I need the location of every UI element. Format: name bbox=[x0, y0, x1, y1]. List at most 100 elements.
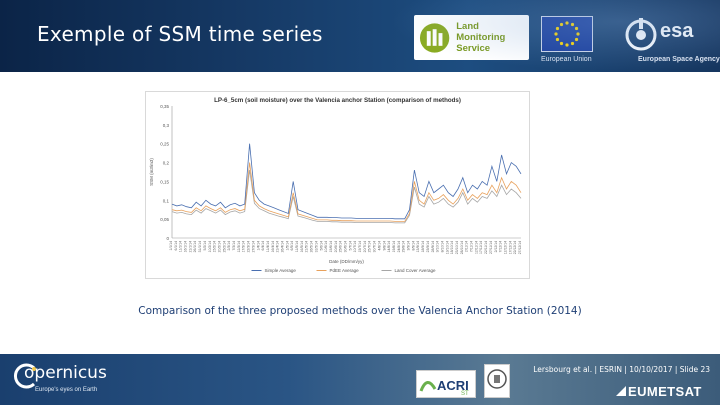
x-tick-label: 20/2/14 bbox=[217, 241, 221, 252]
x-tick-label: 2/12/14 bbox=[494, 241, 498, 252]
chart-title: LP-6_5cm (soil moisture) over the Valenc… bbox=[214, 97, 461, 104]
eu-star bbox=[576, 32, 580, 36]
eu-star bbox=[570, 41, 575, 46]
eu-star bbox=[565, 43, 569, 47]
x-tick-label: 21/5/14 bbox=[305, 241, 309, 252]
x-tick-label: 14/8/14 bbox=[387, 241, 391, 252]
y-tick-label: 0,35 bbox=[160, 104, 169, 109]
legend-entry: Land Cover Average bbox=[395, 268, 436, 273]
university-seal-icon bbox=[487, 369, 507, 389]
copernicus-c-icon bbox=[14, 363, 36, 389]
y-tick-label: 0 bbox=[166, 236, 169, 241]
x-tick-label: 16/1/14 bbox=[184, 241, 188, 252]
y-tick-label: 0,2 bbox=[163, 161, 170, 166]
x-tick-label: 1/5/14 bbox=[285, 241, 289, 251]
eu-star bbox=[574, 26, 579, 31]
x-tick-label: 22/11/14 bbox=[484, 241, 488, 254]
esa-logo-text: esa bbox=[660, 20, 694, 42]
x-tick-label: 2/3/14 bbox=[227, 241, 231, 251]
copernicus-logo-text: opernicus bbox=[24, 363, 107, 383]
x-tick-label: 5/2/14 bbox=[203, 241, 207, 251]
x-tick-label: 15/7/14 bbox=[358, 241, 362, 252]
eu-star bbox=[565, 21, 569, 25]
x-tick-label: 12/11/14 bbox=[474, 241, 478, 254]
x-tick-label: 10/7/14 bbox=[353, 241, 357, 252]
y-tick-label: 0,15 bbox=[160, 179, 169, 184]
eu-caption: European Union bbox=[541, 56, 592, 63]
eu-star bbox=[555, 37, 560, 42]
x-tick-label: 27/3/14 bbox=[251, 241, 255, 252]
y-tick-label: 0,25 bbox=[160, 142, 169, 147]
x-tick-label: 17/12/14 bbox=[508, 241, 512, 254]
x-tick-label: 6/1/14 bbox=[174, 241, 178, 251]
x-tick-label: 11/4/14 bbox=[266, 241, 270, 252]
x-tick-label: 21/1/14 bbox=[188, 241, 192, 252]
x-tick-label: 13/10/14 bbox=[445, 241, 449, 254]
x-tick-label: 16/5/14 bbox=[300, 241, 304, 252]
x-tick-label: 18/9/14 bbox=[421, 241, 425, 252]
eu-star bbox=[570, 22, 575, 27]
x-tick-label: 3/10/14 bbox=[436, 241, 440, 252]
x-tick-label: 19/8/14 bbox=[392, 241, 396, 252]
x-tick-label: 11/5/14 bbox=[295, 241, 299, 252]
x-tick-label: 16/4/14 bbox=[271, 241, 275, 252]
x-tick-label: 22/12/14 bbox=[513, 241, 517, 254]
svg-text:ACRI: ACRI bbox=[437, 378, 469, 393]
x-tick-label: 7/3/14 bbox=[232, 241, 236, 251]
x-tick-label: 7/11/14 bbox=[470, 241, 474, 252]
x-tick-label: 28/10/14 bbox=[460, 241, 464, 254]
eu-star bbox=[559, 22, 564, 27]
x-tick-label: 2/11/14 bbox=[465, 241, 469, 252]
x-tick-label: 5/6/14 bbox=[319, 241, 323, 251]
acri-st-logo: ACRI ST bbox=[416, 370, 476, 398]
x-tick-label: 13/9/14 bbox=[416, 241, 420, 252]
x-tick-label: 25/7/14 bbox=[368, 241, 372, 252]
x-tick-label: 29/8/14 bbox=[402, 241, 406, 252]
x-tick-label: 8/10/14 bbox=[440, 241, 444, 252]
x-tick-label: 27/11/14 bbox=[489, 241, 493, 254]
eu-star bbox=[554, 32, 558, 36]
svg-text:ST: ST bbox=[461, 391, 469, 397]
x-tick-label: 20/7/14 bbox=[363, 241, 367, 252]
x-axis-label: Date (DD/mm/yy) bbox=[329, 259, 364, 264]
copernicus-tagline: Europe's eyes on Earth bbox=[35, 387, 98, 393]
x-tick-label: 1/1/14 bbox=[169, 241, 173, 251]
slide-footer: opernicus Europe's eyes on Earth ACRI ST… bbox=[0, 354, 720, 405]
eu-star bbox=[555, 26, 560, 31]
y-axis-label: SSM (m3/m3) bbox=[149, 158, 154, 186]
x-tick-label: 25/6/14 bbox=[339, 241, 343, 252]
eu-star bbox=[559, 41, 564, 46]
y-tick-label: 0,1 bbox=[163, 198, 170, 203]
ssm-chart: LP-6_5cm (soil moisture) over the Valenc… bbox=[145, 91, 530, 279]
x-tick-label: 10/6/14 bbox=[324, 241, 328, 252]
x-tick-label: 12/3/14 bbox=[237, 241, 241, 252]
x-tick-label: 10/2/14 bbox=[208, 241, 212, 252]
slide-title: Exemple of SSM time series bbox=[37, 22, 323, 46]
slide-reference: Lersbourg et al. | ESRIN | 10/10/2017 | … bbox=[533, 365, 710, 374]
x-tick-label: 26/5/14 bbox=[310, 241, 314, 252]
x-tick-label: 6/4/14 bbox=[261, 241, 265, 251]
land-monitoring-service-logo: Land Monitoring Service bbox=[414, 15, 529, 60]
university-seal-logo bbox=[484, 364, 510, 398]
x-tick-label: 5/7/14 bbox=[348, 241, 352, 251]
acri-st-icon: ACRI ST bbox=[419, 378, 469, 397]
x-tick-label: 31/1/14 bbox=[198, 241, 202, 252]
x-tick-label: 30/7/14 bbox=[373, 241, 377, 252]
x-tick-label: 4/8/14 bbox=[377, 241, 381, 251]
legend-entry: Simple Average bbox=[265, 268, 297, 273]
eu-stars-icon bbox=[554, 21, 580, 47]
x-tick-label: 21/4/14 bbox=[276, 241, 280, 252]
x-tick-label: 23/10/14 bbox=[455, 241, 459, 254]
x-tick-label: 28/9/14 bbox=[431, 241, 435, 252]
x-tick-label: 24/8/14 bbox=[397, 241, 401, 252]
x-tick-label: 26/1/14 bbox=[193, 241, 197, 252]
x-tick-label: 6/5/14 bbox=[290, 241, 294, 251]
x-tick-label: 9/8/14 bbox=[382, 241, 386, 251]
land-monitoring-label: Land Monitoring Service bbox=[456, 21, 506, 54]
x-tick-label: 3/9/14 bbox=[407, 241, 411, 251]
x-tick-label: 26/4/14 bbox=[280, 241, 284, 252]
slide-header: Exemple of SSM time series Land Monitori… bbox=[0, 0, 720, 72]
x-tick-label: 1/4/14 bbox=[256, 241, 260, 251]
esa-emblem-icon bbox=[625, 18, 657, 51]
x-tick-label: 17/3/14 bbox=[242, 241, 246, 252]
